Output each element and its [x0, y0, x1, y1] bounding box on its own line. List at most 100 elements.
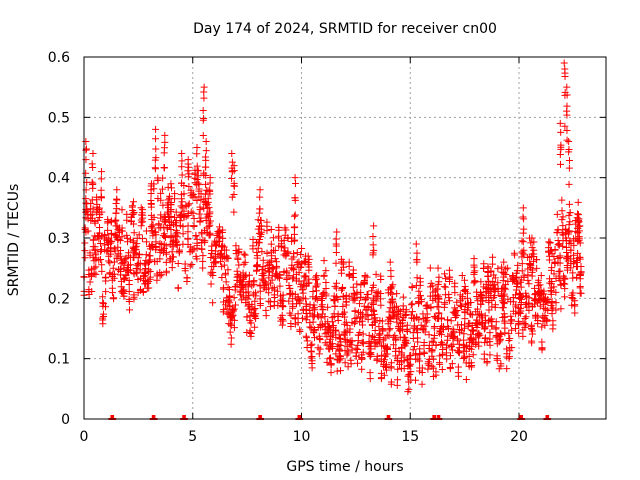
- data-point: [81, 247, 89, 255]
- data-point: [416, 357, 424, 365]
- data-point: [446, 352, 454, 360]
- data-point: [491, 303, 499, 311]
- data-point-spike: [256, 216, 264, 224]
- data-point: [524, 271, 532, 279]
- data-point: [512, 325, 520, 333]
- data-point-spike: [565, 164, 573, 172]
- data-point: [525, 280, 533, 288]
- data-point: [313, 275, 321, 283]
- data-point: [533, 256, 541, 264]
- data-point: [240, 260, 248, 268]
- data-point: [414, 334, 422, 342]
- data-point: [193, 239, 201, 247]
- data-point: [545, 238, 553, 246]
- data-point: [577, 289, 585, 297]
- data-point: [279, 291, 287, 299]
- data-point: [508, 326, 516, 334]
- data-point: [391, 331, 399, 339]
- data-point: [185, 182, 193, 190]
- data-point-spike: [256, 186, 264, 194]
- data-point: [285, 297, 293, 305]
- data-point: [443, 355, 451, 363]
- data-point: [206, 221, 214, 229]
- data-point: [446, 273, 454, 281]
- data-point: [314, 313, 322, 321]
- data-point: [449, 340, 457, 348]
- data-point-spike: [528, 234, 536, 242]
- data-point: [423, 304, 431, 312]
- data-point: [220, 261, 228, 269]
- data-point: [339, 302, 347, 310]
- data-point-spike: [202, 137, 210, 145]
- data-point: [116, 237, 124, 245]
- data-point: [492, 325, 500, 333]
- data-point: [223, 310, 231, 318]
- data-point: [442, 275, 450, 283]
- data-point: [163, 208, 171, 216]
- data-point: [565, 228, 573, 236]
- data-point: [252, 314, 260, 322]
- data-point-spike: [460, 287, 468, 295]
- data-point: [224, 254, 232, 262]
- y-tick-label: 0.1: [48, 352, 70, 368]
- data-point: [344, 347, 352, 355]
- data-point: [162, 269, 170, 277]
- data-point: [293, 249, 301, 257]
- data-point: [359, 348, 367, 356]
- data-point: [401, 336, 409, 344]
- data-point: [239, 285, 247, 293]
- data-point: [552, 306, 560, 314]
- data-point: [186, 262, 194, 270]
- data-point: [313, 311, 321, 319]
- data-point-spike: [573, 214, 581, 222]
- data-point: [345, 262, 353, 270]
- data-point: [570, 258, 578, 266]
- data-point-spike: [256, 193, 264, 201]
- data-point-spike: [485, 293, 493, 301]
- data-point: [217, 254, 225, 262]
- data-point-spike: [332, 248, 340, 256]
- data-point-spike: [302, 281, 310, 289]
- data-point: [575, 234, 583, 242]
- data-point: [235, 261, 243, 269]
- data-point: [156, 255, 164, 263]
- data-point: [295, 268, 303, 276]
- data-point: [285, 272, 293, 280]
- data-point: [222, 278, 230, 286]
- data-point-spike: [369, 283, 377, 291]
- data-point-spike: [167, 207, 175, 215]
- data-point: [366, 350, 374, 358]
- data-point-spike: [178, 150, 186, 158]
- data-point: [244, 288, 252, 296]
- data-point-spike: [548, 278, 556, 286]
- data-point: [81, 254, 89, 262]
- data-point: [241, 258, 249, 266]
- data-point: [89, 236, 97, 244]
- data-point: [337, 367, 345, 375]
- data-point: [451, 289, 459, 297]
- data-point: [317, 314, 325, 322]
- data-point: [305, 266, 313, 274]
- data-point: [457, 303, 465, 311]
- data-point-spike: [206, 231, 214, 239]
- data-point: [92, 249, 100, 257]
- data-point: [517, 283, 525, 291]
- data-point: [138, 218, 146, 226]
- y-tick-label: 0.6: [48, 50, 70, 66]
- data-point: [234, 255, 242, 263]
- data-point-spike: [178, 163, 186, 171]
- data-point: [441, 270, 449, 278]
- data-point: [188, 260, 196, 268]
- data-point: [510, 249, 518, 257]
- data-point: [506, 353, 514, 361]
- data-point: [349, 283, 357, 291]
- data-point: [311, 295, 319, 303]
- data-point: [291, 314, 299, 322]
- data-point: [287, 320, 295, 328]
- data-point: [383, 331, 391, 339]
- data-point: [137, 204, 145, 212]
- data-point-spike: [256, 222, 264, 230]
- data-point: [558, 207, 566, 215]
- data-point-spike: [561, 122, 569, 130]
- data-point-spike: [130, 220, 138, 228]
